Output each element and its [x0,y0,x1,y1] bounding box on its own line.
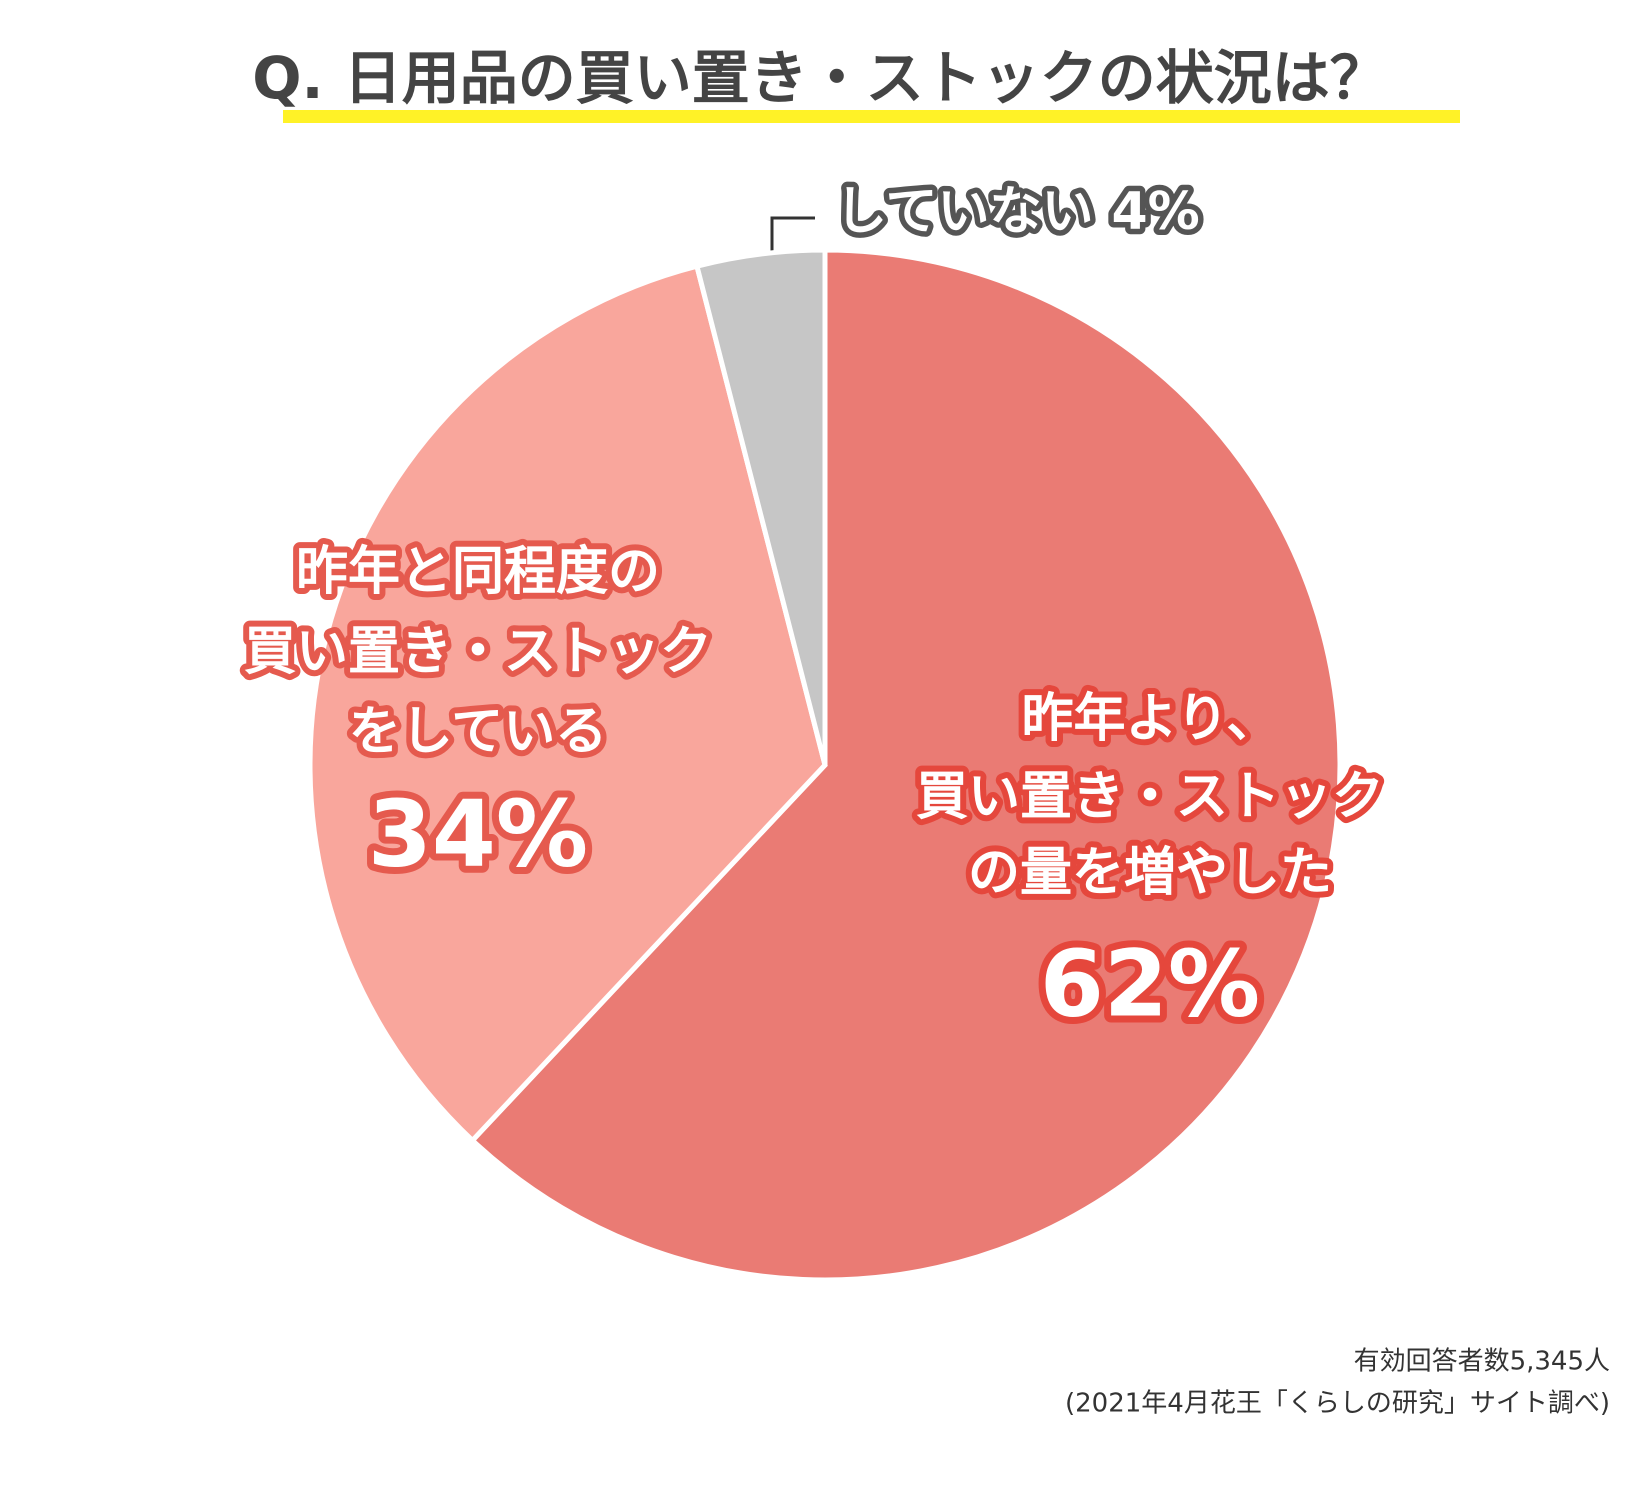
callout-line [770,216,815,262]
pie-slice [307,263,828,1144]
pie-slice [693,247,828,766]
slice-label: していない 4% [835,182,1200,242]
value-label: 4% [1111,182,1199,242]
slice-label: 昨年と同程度の [296,542,660,602]
slice-label: 買い置き・ストック [244,622,712,682]
pie-slice [468,247,1343,1283]
value-label: 62% [1040,930,1260,1037]
slice-label: 買い置き・ストック [916,767,1384,827]
value-label: 34% [368,780,588,887]
note: 有効回答者数5,345人 [1354,1347,1610,1377]
slice-label: の量を増やした [968,843,1332,903]
slice-label: していない [835,182,1093,242]
chart-title: Q. 日用品の買い置き・ストックの状況は？ [252,44,1388,112]
slice-label: 昨年より、 [1022,689,1279,749]
title-underline [283,110,1460,123]
slice-label: をしている [349,702,607,762]
note: (2021年4月花王「くらしの研究」サイト調べ) [1065,1389,1610,1419]
